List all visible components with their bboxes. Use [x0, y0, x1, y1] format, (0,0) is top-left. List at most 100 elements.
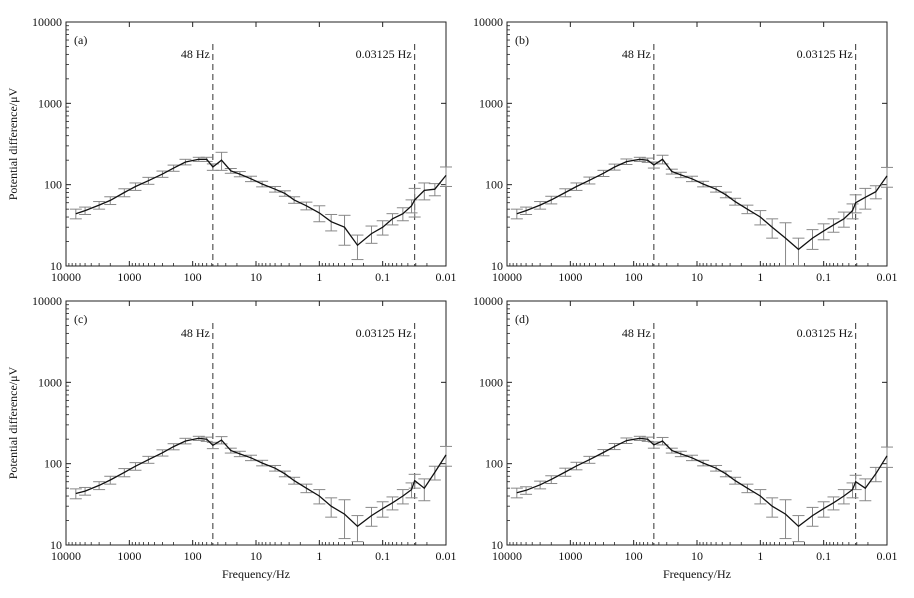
y-tick-label: 10000 — [473, 294, 503, 308]
panel-label: (c) — [74, 312, 87, 326]
error-bar — [510, 487, 523, 499]
error-bar — [779, 222, 792, 267]
reference-label: 0.03125 Hz — [356, 47, 412, 61]
x-tick-label: 1 — [316, 270, 322, 284]
y-tick-label: 1000 — [38, 375, 62, 389]
x-tick-label: 1000 — [117, 270, 141, 284]
x-tick-label: 10000 — [51, 549, 81, 563]
panel-label: (a) — [74, 33, 87, 47]
error-bar — [806, 506, 819, 527]
y-tick-label: 1000 — [479, 375, 503, 389]
error-bar — [408, 187, 421, 218]
reference-label: 48 Hz — [181, 47, 210, 61]
x-tick-label: 100 — [184, 549, 202, 563]
y-tick-label: 10000 — [473, 15, 503, 29]
error-bar — [418, 182, 431, 201]
x-tick-label: 10 — [250, 270, 262, 284]
series-line — [516, 158, 888, 251]
x-tick-label: 1000 — [558, 270, 582, 284]
x-tick-label: 0.1 — [816, 549, 831, 563]
error-bar — [779, 499, 792, 540]
x-tick-label: 1000 — [117, 549, 141, 563]
reference-label: 0.03125 Hz — [797, 326, 853, 340]
x-tick-label: 100 — [184, 270, 202, 284]
error-bar — [806, 229, 819, 250]
series-line — [516, 437, 888, 528]
y-tick-label: 100 — [44, 178, 62, 192]
error-bar — [351, 515, 364, 543]
chart-panel-1: 10000 1000 100 10 1 0.1 0.01 10 100 1000 10000 48 H… — [6, 15, 457, 284]
y-tick-label: 1000 — [479, 96, 503, 110]
x-tick-label: 0.01 — [436, 549, 457, 563]
error-bar — [817, 501, 830, 518]
y-tick-label: 100 — [485, 178, 503, 192]
error-bar — [338, 499, 351, 540]
panel-label: (b) — [515, 33, 529, 47]
x-tick-label: 100 — [625, 270, 643, 284]
y-tick-label: 10 — [491, 259, 503, 273]
error-bar — [817, 223, 830, 241]
error-bar — [792, 237, 805, 267]
x-tick-label: 0.1 — [375, 549, 390, 563]
series-line — [75, 437, 447, 528]
x-tick-label: 0.01 — [877, 549, 898, 563]
error-bar — [215, 151, 228, 171]
chart-panel-2: 10000 1000 100 10 1 0.1 0.01 10 100 1000 10000 48 H… — [473, 15, 898, 284]
error-bar — [837, 211, 850, 228]
x-axis-title: Frequency/Hz — [663, 567, 731, 581]
error-bar — [69, 208, 82, 220]
error-bar — [881, 446, 893, 468]
y-tick-label: 100 — [44, 457, 62, 471]
error-bar — [766, 218, 779, 239]
error-bar — [69, 488, 82, 500]
chart-panel-3: 10000 1000 100 10 1 0.1 0.01 10 100 1000 10000 48 H… — [6, 294, 457, 581]
y-tick-label: 10 — [50, 538, 62, 552]
error-bar — [325, 497, 338, 518]
error-bar — [881, 166, 893, 188]
y-axis-title: Potential difference/μV — [6, 87, 20, 200]
chart-panel-4: 10000 1000 100 10 1 0.1 0.01 10 100 1000 10000 48 H… — [473, 294, 898, 581]
reference-label: 48 Hz — [181, 326, 210, 340]
x-tick-label: 0.1 — [375, 270, 390, 284]
error-bar — [792, 515, 805, 543]
x-tick-label: 0.1 — [816, 270, 831, 284]
x-tick-label: 10000 — [492, 549, 522, 563]
error-bar — [510, 208, 523, 220]
x-tick-label: 0.01 — [436, 270, 457, 284]
x-tick-label: 10 — [250, 549, 262, 563]
y-tick-label: 10 — [491, 538, 503, 552]
error-bar — [325, 213, 338, 232]
y-tick-label: 10000 — [32, 294, 62, 308]
y-axis-title: Potential difference/μV — [6, 366, 20, 479]
series-line — [75, 158, 447, 247]
error-bar — [440, 166, 452, 187]
x-tick-label: 10000 — [492, 270, 522, 284]
error-bar — [365, 506, 378, 527]
x-tick-label: 10 — [691, 270, 703, 284]
x-tick-label: 1 — [757, 270, 763, 284]
panel-label: (d) — [515, 312, 529, 326]
x-tick-label: 1 — [757, 549, 763, 563]
error-bar — [859, 478, 872, 502]
y-tick-label: 10000 — [32, 15, 62, 29]
y-tick-label: 10 — [50, 259, 62, 273]
y-tick-label: 100 — [485, 457, 503, 471]
error-bar — [338, 214, 351, 246]
x-axis-title: Frequency/Hz — [222, 567, 290, 581]
error-bar — [418, 478, 431, 502]
x-tick-label: 1 — [316, 549, 322, 563]
error-bar — [313, 205, 326, 223]
error-bar — [376, 501, 389, 518]
error-bar — [859, 187, 872, 210]
x-tick-label: 100 — [625, 549, 643, 563]
error-bar — [365, 225, 378, 244]
reference-label: 0.03125 Hz — [797, 47, 853, 61]
error-bar — [440, 445, 452, 467]
x-tick-label: 1000 — [558, 549, 582, 563]
x-tick-label: 10000 — [51, 270, 81, 284]
reference-label: 48 Hz — [622, 47, 651, 61]
reference-label: 0.03125 Hz — [356, 326, 412, 340]
error-bar — [766, 497, 779, 518]
error-bar — [351, 234, 364, 261]
